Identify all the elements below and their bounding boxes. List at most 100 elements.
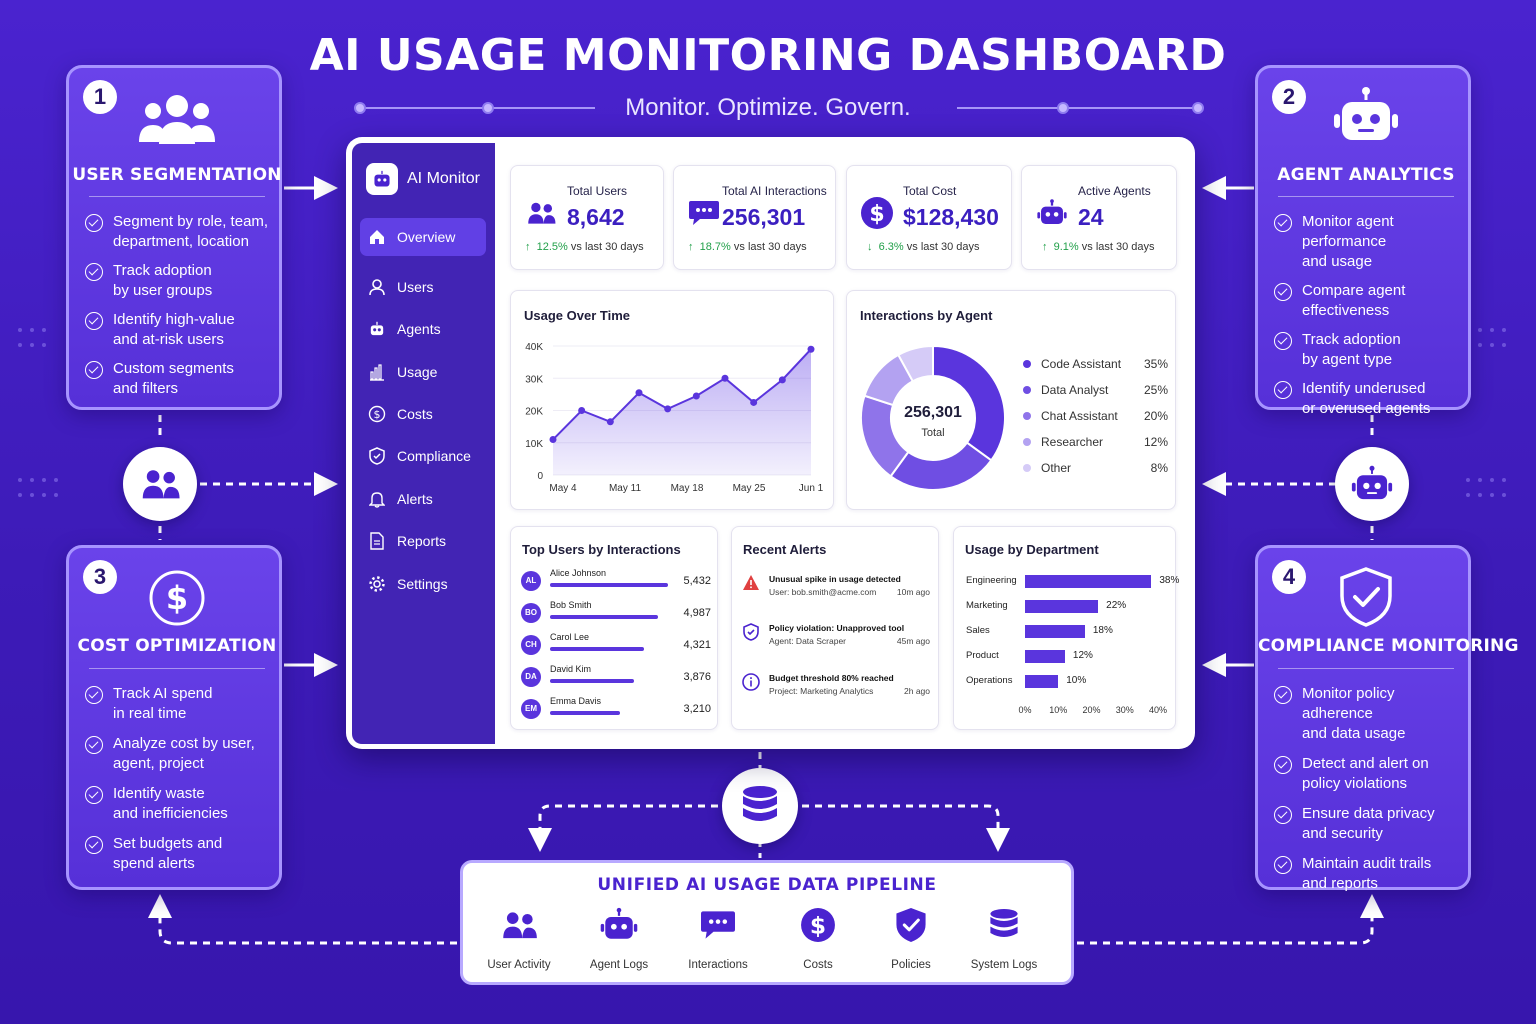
nav-agents[interactable]: Agents bbox=[360, 310, 486, 348]
pipeline-item-policies[interactable]: Policies bbox=[861, 905, 961, 971]
kpi-value: 256,301 bbox=[722, 204, 806, 230]
agents-hub bbox=[1335, 447, 1409, 521]
nav-alerts[interactable]: Alerts bbox=[360, 480, 486, 518]
nav-overview[interactable]: Overview bbox=[360, 218, 486, 256]
top-user-row[interactable]: AL Alice Johnson 5,432 bbox=[521, 568, 711, 596]
category-label: Marketing bbox=[966, 600, 1008, 611]
data-point bbox=[721, 374, 729, 382]
nav-costs[interactable]: $ Costs bbox=[360, 395, 486, 433]
info-icon bbox=[742, 673, 760, 691]
data-point bbox=[606, 418, 614, 426]
check-circle-icon bbox=[85, 836, 103, 854]
data-point bbox=[778, 376, 786, 384]
user-value: 4,987 bbox=[683, 607, 711, 619]
app-brand[interactable]: AI Monitor bbox=[366, 163, 480, 195]
feature-item: Identify high-value and at-risk users bbox=[85, 310, 268, 350]
feature-item: Identify underused or overused agents bbox=[1274, 379, 1468, 419]
avatar: CH bbox=[521, 635, 541, 655]
nav-reports[interactable]: Reports bbox=[360, 522, 486, 560]
donut-slice bbox=[932, 344, 1006, 462]
dollar-icon: $ bbox=[368, 405, 386, 423]
x-tick-label: 30% bbox=[1115, 705, 1134, 715]
top-user-row[interactable]: BO Bob Smith 4,987 bbox=[521, 600, 711, 628]
pipeline-item-user-activity[interactable]: User Activity bbox=[469, 905, 569, 971]
kpi-active-agents[interactable]: Active Agents 24 ↑ 9.1% vs last 30 days bbox=[1021, 165, 1177, 270]
category-label: Product bbox=[966, 650, 999, 661]
users-icon bbox=[469, 905, 569, 945]
kpi-label: Active Agents bbox=[1078, 184, 1151, 198]
nav-compliance[interactable]: Compliance bbox=[360, 437, 486, 475]
user-value: 3,876 bbox=[683, 671, 711, 683]
check-circle-icon bbox=[85, 263, 103, 281]
bar bbox=[1025, 600, 1099, 613]
database-icon bbox=[743, 786, 777, 821]
feature-item: Monitor agent performance and usage bbox=[1274, 212, 1468, 272]
dashboard-window: AI Monitor Overview Users Agents Usage $… bbox=[346, 137, 1195, 749]
bar-value-label: 12% bbox=[1072, 650, 1093, 661]
nav-usage[interactable]: Usage bbox=[360, 353, 486, 391]
top-user-row[interactable]: EM Emma Davis 3,210 bbox=[521, 696, 711, 724]
x-tick-label: 0% bbox=[1018, 705, 1032, 715]
nav-settings[interactable]: Settings bbox=[360, 565, 486, 603]
pipeline-item-interactions[interactable]: Interactions bbox=[668, 905, 768, 971]
user-bar bbox=[550, 583, 668, 587]
warning-icon bbox=[743, 575, 759, 590]
chat-icon bbox=[686, 196, 722, 230]
top-user-row[interactable]: DA David Kim 3,876 bbox=[521, 664, 711, 692]
feature-item: Analyze cost by user, agent, project bbox=[85, 734, 255, 774]
kpi-value: 24 bbox=[1078, 204, 1104, 230]
feature-item: Compare agent effectiveness bbox=[1274, 281, 1468, 321]
nav-users[interactable]: Users bbox=[360, 268, 486, 306]
kpi-value: 8,642 bbox=[567, 204, 625, 230]
x-tick-label: 20% bbox=[1082, 705, 1101, 715]
robot-icon bbox=[1258, 86, 1474, 151]
feature-item: Detect and alert on policy violations bbox=[1274, 754, 1468, 794]
feature-item: Identify waste and inefficiencies bbox=[85, 784, 255, 824]
document-icon bbox=[368, 532, 386, 550]
feature-number: 2 bbox=[1272, 80, 1306, 114]
feature-user-segmentation: 1 USER SEGMENTATION Segment by role, tea… bbox=[66, 65, 282, 410]
category-label: Sales bbox=[966, 625, 990, 636]
legend-swatch bbox=[1023, 412, 1031, 420]
feature-agent-analytics: 2 AGENT ANALYTICS Monitor agent performa… bbox=[1255, 65, 1474, 417]
department-row: Product 12% bbox=[966, 648, 1166, 664]
feature-title: USER SEGMENTATION bbox=[72, 165, 282, 185]
check-circle-icon bbox=[85, 786, 103, 804]
check-circle-icon bbox=[1274, 214, 1292, 232]
dollar-icon: $ bbox=[859, 196, 895, 230]
data-point bbox=[578, 407, 586, 414]
legend-item: Researcher 12% bbox=[1023, 435, 1168, 449]
check-circle-icon bbox=[1274, 283, 1292, 301]
x-tick-label: 10% bbox=[1049, 705, 1068, 715]
check-circle-icon bbox=[1274, 806, 1292, 824]
app-name: AI Monitor bbox=[407, 170, 480, 187]
donut-slice bbox=[896, 344, 934, 383]
card-title: Recent Alerts bbox=[743, 542, 827, 557]
legend-value: 12% bbox=[1143, 435, 1168, 449]
divider bbox=[89, 196, 265, 197]
kpi-total-interactions[interactable]: Total AI Interactions 256,301 ↑ 18.7% vs… bbox=[673, 165, 836, 270]
check-circle-icon bbox=[85, 361, 103, 379]
kpi-delta: ↑ 9.1% vs last 30 days bbox=[1042, 241, 1155, 253]
database-icon bbox=[954, 905, 1054, 945]
feature-compliance-monitoring: 4 COMPLIANCE MONITORING Monitor policy a… bbox=[1255, 545, 1518, 892]
legend-value: 25% bbox=[1143, 383, 1168, 397]
agent-donut-chart bbox=[860, 344, 1006, 491]
kpi-total-cost[interactable]: $ Total Cost $128,430 ↓ 6.3% vs last 30 … bbox=[846, 165, 1012, 270]
shield-check-icon bbox=[861, 905, 961, 945]
pipeline-item-costs[interactable]: $ Costs bbox=[768, 905, 868, 971]
users-icon bbox=[523, 196, 559, 230]
legend-label: Chat Assistant bbox=[1041, 409, 1118, 423]
user-icon bbox=[368, 278, 386, 296]
arrow-up-icon: ↑ bbox=[1042, 241, 1048, 253]
feature-item: Track AI spend in real time bbox=[85, 684, 255, 724]
user-name: Carol Lee bbox=[550, 632, 590, 642]
dollar-icon: $ bbox=[69, 568, 285, 633]
pipeline-item-system-logs[interactable]: System Logs bbox=[954, 905, 1054, 971]
card-title: Usage by Department bbox=[965, 542, 1099, 557]
user-name: Alice Johnson bbox=[550, 568, 607, 578]
y-tick-label: 30K bbox=[525, 374, 543, 385]
pipeline-item-agent-logs[interactable]: Agent Logs bbox=[569, 905, 669, 971]
top-user-row[interactable]: CH Carol Lee 4,321 bbox=[521, 632, 711, 660]
kpi-total-users[interactable]: Total Users 8,642 ↑ 12.5% vs last 30 day… bbox=[510, 165, 664, 270]
